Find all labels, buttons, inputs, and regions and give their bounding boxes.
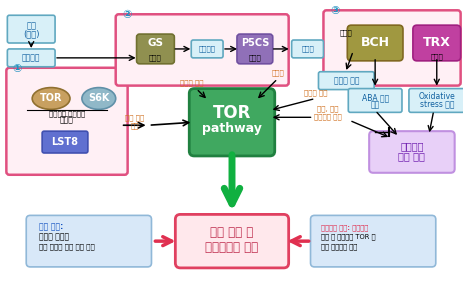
FancyBboxPatch shape <box>318 72 373 90</box>
Text: 스트레스: 스트레스 <box>399 141 423 151</box>
Text: 영양소: 영양소 <box>271 69 283 76</box>
Text: 질산: 질산 <box>26 22 36 31</box>
FancyBboxPatch shape <box>6 68 127 175</box>
Text: 과발현: 과발현 <box>60 116 74 125</box>
Text: 생장 촉진: 생장 촉진 <box>125 114 144 121</box>
Text: TOR: TOR <box>213 104 250 122</box>
Text: ②: ② <box>122 10 131 20</box>
FancyBboxPatch shape <box>408 88 463 112</box>
FancyBboxPatch shape <box>26 215 151 267</box>
Text: 내성 향상: 내성 향상 <box>398 151 425 161</box>
Text: 의한 지속적인 성장: 의한 지속적인 성장 <box>321 244 357 250</box>
Text: 과발현: 과발현 <box>149 55 162 61</box>
FancyBboxPatch shape <box>369 131 454 173</box>
Text: ABA 합성: ABA 합성 <box>361 93 388 102</box>
FancyBboxPatch shape <box>189 88 274 156</box>
Text: TRX: TRX <box>422 37 450 50</box>
Text: 신호: 신호 <box>130 122 138 128</box>
Text: LST8: LST8 <box>51 137 78 147</box>
Text: 스트레스 환경: 스트레스: 스트레스 환경: 스트레스 <box>321 224 368 231</box>
FancyBboxPatch shape <box>42 131 88 153</box>
Text: 과발현: 과발현 <box>339 30 352 36</box>
Text: ①: ① <box>13 64 22 74</box>
Text: TOR: TOR <box>40 94 62 103</box>
FancyBboxPatch shape <box>115 14 288 86</box>
Text: 과발현: 과발현 <box>248 55 261 61</box>
Text: P5CS: P5CS <box>240 38 269 48</box>
Text: 프롤린: 프롤린 <box>300 46 313 52</box>
Text: 활성증대 돌연변이: 활성증대 돌연변이 <box>49 110 85 117</box>
Text: 암모니아: 암모니아 <box>22 53 40 62</box>
FancyBboxPatch shape <box>7 15 55 43</box>
Ellipse shape <box>82 88 115 110</box>
Text: stress 내성: stress 내성 <box>419 100 453 109</box>
Text: Oxidative: Oxidative <box>418 92 454 101</box>
FancyBboxPatch shape <box>7 49 55 67</box>
FancyBboxPatch shape <box>291 40 323 58</box>
Text: (비료): (비료) <box>23 30 39 39</box>
FancyBboxPatch shape <box>136 34 174 64</box>
FancyBboxPatch shape <box>347 25 402 61</box>
Text: 생장 촉진 및: 생장 촉진 및 <box>210 226 253 239</box>
Text: 과발현: 과발현 <box>430 54 442 60</box>
FancyBboxPatch shape <box>323 10 460 86</box>
Text: 광합성 향상: 광합성 향상 <box>180 79 204 86</box>
FancyBboxPatch shape <box>175 214 288 268</box>
Text: BCH: BCH <box>360 37 389 50</box>
FancyBboxPatch shape <box>348 88 401 112</box>
Text: 내성 및 활성화된 TOR 에: 내성 및 활성화된 TOR 에 <box>321 234 375 241</box>
FancyBboxPatch shape <box>191 40 223 58</box>
FancyBboxPatch shape <box>237 34 272 64</box>
Text: 정상 환경:: 정상 환경: <box>39 223 63 232</box>
FancyBboxPatch shape <box>310 215 435 267</box>
Text: 광저해 내성: 광저해 내성 <box>333 76 358 85</box>
FancyBboxPatch shape <box>412 25 460 61</box>
Text: S6K: S6K <box>88 94 109 103</box>
Text: GS: GS <box>147 38 163 48</box>
Text: 증가된 질소와: 증가된 질소와 <box>39 233 69 242</box>
Ellipse shape <box>32 88 70 110</box>
Text: 스트레스 내성: 스트레스 내성 <box>313 113 341 120</box>
Text: 증대: 증대 <box>370 100 379 109</box>
Text: 광합성 향상: 광합성 향상 <box>303 89 326 96</box>
Text: 바이오매스 증대: 바이오매스 증대 <box>205 241 258 254</box>
Text: pathway: pathway <box>201 122 262 135</box>
Text: ③: ③ <box>330 6 339 16</box>
Text: 저온, 염분: 저온, 염분 <box>316 105 338 112</box>
Text: 탄소 대사에 의한 생장 촉진: 탄소 대사에 의한 생장 촉진 <box>39 244 95 250</box>
Text: 글루탐산: 글루탐산 <box>198 46 215 52</box>
